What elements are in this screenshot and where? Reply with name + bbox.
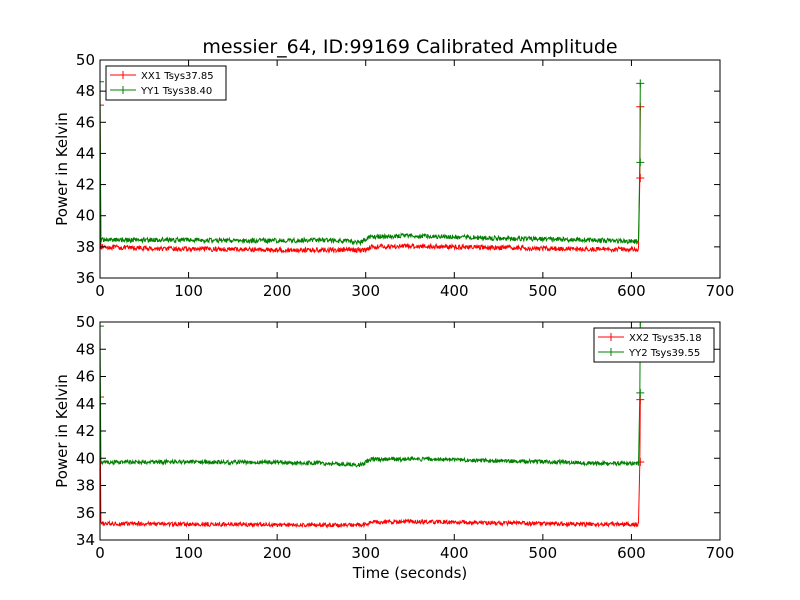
series-line-xx1 bbox=[100, 105, 641, 255]
x-tick-label: 400 bbox=[440, 544, 469, 562]
y-tick-label: 36 bbox=[76, 504, 95, 522]
x-tick-label: 100 bbox=[174, 282, 203, 300]
x-tick-label: 400 bbox=[440, 282, 469, 300]
legend-box bbox=[105, 65, 227, 101]
legend: XX2 Tsys35.18 YY2 Tsys39.55 bbox=[593, 327, 715, 363]
y-tick-label: 44 bbox=[76, 144, 95, 162]
legend-label: YY2 Tsys39.55 bbox=[628, 348, 700, 359]
x-tick-label: 700 bbox=[706, 282, 735, 300]
y-tick-label: 48 bbox=[76, 82, 95, 100]
y-tick-label: 48 bbox=[76, 340, 95, 358]
y-tick-label: 40 bbox=[76, 449, 95, 467]
y-tick-label: 38 bbox=[76, 238, 95, 256]
chart-title: messier_64, ID:99169 Calibrated Amplitud… bbox=[202, 36, 617, 58]
series-marker bbox=[636, 158, 645, 167]
series-marker bbox=[100, 322, 104, 331]
y-tick-label: 34 bbox=[76, 531, 95, 549]
bottom-panel: 0 100 200 300 400 500 600 700 34 36 38 40 42 44 46 48 50… bbox=[53, 313, 734, 562]
y-tick-label: 44 bbox=[76, 395, 95, 413]
x-tick-label: 200 bbox=[263, 544, 292, 562]
series-marker bbox=[100, 77, 104, 86]
y-tick-label: 36 bbox=[76, 269, 95, 287]
legend-box bbox=[593, 327, 715, 363]
x-tick-label: 600 bbox=[617, 544, 646, 562]
top-panel: 0 100 200 300 400 500 600 700 36 38 40 42 44 46 48 50 Po… bbox=[53, 51, 734, 300]
x-axis-label: Time (seconds) bbox=[352, 564, 468, 582]
x-tick-label: 500 bbox=[529, 282, 558, 300]
legend-label: YY1 Tsys38.40 bbox=[140, 86, 212, 97]
y-tick-label: 46 bbox=[76, 113, 95, 131]
legend-marker bbox=[119, 71, 127, 79]
x-tick-label: 700 bbox=[706, 544, 735, 562]
legend-marker bbox=[607, 333, 615, 341]
series-marker bbox=[636, 322, 645, 326]
x-tick-label: 600 bbox=[617, 282, 646, 300]
series-line-yy2 bbox=[100, 322, 641, 468]
y-tick-label: 50 bbox=[76, 313, 95, 331]
series-marker bbox=[636, 388, 645, 397]
legend-label: XX1 Tsys37.85 bbox=[141, 71, 214, 82]
y-tick-label: 42 bbox=[76, 176, 95, 194]
x-tick-label: 300 bbox=[351, 544, 380, 562]
y-tick-label: 42 bbox=[76, 422, 95, 440]
x-tick-label: 500 bbox=[529, 544, 558, 562]
legend-label: XX2 Tsys35.18 bbox=[629, 333, 702, 344]
x-tick-label: 0 bbox=[95, 282, 105, 300]
y-axis-label: Power in Kelvin bbox=[53, 374, 71, 488]
x-tick-label: 200 bbox=[263, 282, 292, 300]
x-tick-label: 0 bbox=[95, 544, 105, 562]
series-marker bbox=[636, 395, 645, 404]
legend-marker bbox=[119, 86, 127, 94]
x-tick-label: 100 bbox=[174, 544, 203, 562]
series-marker bbox=[100, 392, 104, 401]
legend-marker bbox=[607, 348, 615, 356]
y-tick-label: 40 bbox=[76, 207, 95, 225]
y-tick-label: 38 bbox=[76, 477, 95, 495]
y-tick-label: 46 bbox=[76, 368, 95, 386]
series-marker bbox=[100, 101, 104, 110]
series-marker bbox=[636, 79, 645, 88]
series-marker bbox=[636, 173, 645, 182]
series-line-xx2 bbox=[100, 396, 641, 529]
series-marker bbox=[636, 457, 645, 466]
legend: XX1 Tsys37.85 YY1 Tsys38.40 bbox=[105, 65, 227, 101]
x-tick-label: 300 bbox=[351, 282, 380, 300]
axes-frame bbox=[99, 59, 721, 279]
y-tick-label: 50 bbox=[76, 51, 95, 69]
series-line-yy1 bbox=[100, 81, 641, 247]
y-axis-label: Power in Kelvin bbox=[53, 112, 71, 226]
